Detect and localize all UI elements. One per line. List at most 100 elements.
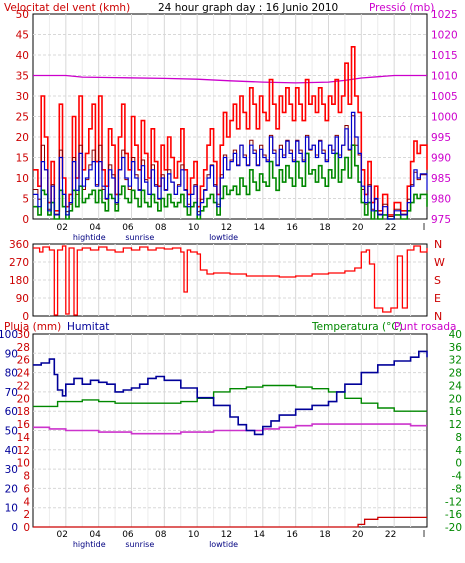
temperature-tick-label: 32 <box>449 355 462 367</box>
x-tick-label: 12 <box>221 530 232 540</box>
x-tick-label: 10 <box>188 530 200 540</box>
humidity-tick-label: 60 <box>5 406 18 418</box>
compass-tick-label: N <box>434 310 442 323</box>
x-tick-label: l <box>423 223 426 233</box>
wind-direction-line <box>33 245 428 316</box>
wind-tick-label: 50 <box>16 9 29 21</box>
humidity-tick-label: 30 <box>5 464 18 476</box>
rain-tick-label: 2 <box>23 509 30 521</box>
x-tick-label: 02 <box>57 223 68 233</box>
humidity-tick-label: 50 <box>5 426 18 438</box>
humidity-tick-label: 0 <box>11 522 18 534</box>
temperature-tick-label: 40 <box>449 329 462 341</box>
temperature-tick-label: 12 <box>449 419 462 431</box>
pressure-tick-label: 985 <box>431 173 451 185</box>
x-tick-label: 18 <box>319 223 331 233</box>
rain-line <box>33 516 427 528</box>
panel-climate: Pluja (mm) Humitat Temperatura (°C) Punt… <box>0 321 462 549</box>
x-tick-label: 10 <box>188 223 200 233</box>
compass-tick-label: S <box>434 274 441 287</box>
x-tick-label: 12 <box>221 223 232 233</box>
temperature-tick-label: -12 <box>445 496 462 508</box>
compass-tick-label: E <box>434 292 441 305</box>
wind-tick-label: 40 <box>16 50 29 62</box>
tide-label: lowtide <box>209 233 238 242</box>
wind-y-ticks: 0 5 10 15 20 25 30 35 40 45 50 <box>16 9 29 226</box>
temperature-tick-label: -8 <box>452 483 462 495</box>
pressure-tick-label: 980 <box>431 194 451 206</box>
x-tick-label: 20 <box>352 530 364 540</box>
wind-green-line <box>33 144 428 220</box>
x-tick-label: 22 <box>385 530 396 540</box>
x-tick-label: 16 <box>286 530 298 540</box>
wind-series <box>33 46 428 220</box>
rain-tick-label: 10 <box>17 458 30 470</box>
pressure-tick-label: 1010 <box>431 71 458 83</box>
direction-tick-label: 180 <box>9 275 29 287</box>
rain-tick-label: 16 <box>17 419 31 431</box>
temperature-tick-label: -4 <box>452 471 463 483</box>
humidity-tick-label: 100 <box>0 329 18 341</box>
humidity-tick-label: 20 <box>5 483 18 495</box>
x-tick-label: 18 <box>319 530 331 540</box>
temperature-tick-label: 36 <box>449 342 463 354</box>
x-tick-label: 08 <box>155 223 167 233</box>
humidity-axis-label: Humitat <box>67 321 109 333</box>
temperature-tick-label: 0 <box>455 458 462 470</box>
rain-tick-label: 18 <box>17 406 30 418</box>
compass-tick-label: W <box>434 256 445 269</box>
x-tick-label: l <box>423 530 426 540</box>
wind-tick-label: 15 <box>16 153 29 165</box>
pressure-y-ticks: 975 980 985 990 995 1000 1005 1010 1015 1020 1025 <box>431 9 458 226</box>
x-tick-label: 04 <box>89 223 101 233</box>
x-tick-label: 16 <box>286 223 298 233</box>
wind-tick-label: 25 <box>16 112 29 124</box>
pressure-tick-label: 1000 <box>431 112 458 124</box>
temperature-tick-label: 8 <box>455 432 462 444</box>
temperature-tick-label: -16 <box>445 509 462 521</box>
wind-average-line <box>33 111 428 220</box>
rain-tick-label: 26 <box>17 355 31 367</box>
tide-label: sunrise <box>125 540 154 549</box>
wind-tick-label: 35 <box>16 71 29 83</box>
rain-tick-label: 4 <box>23 496 30 508</box>
dewpoint-line <box>33 423 427 435</box>
dewpoint-axis-label: Punt rosada <box>394 321 456 333</box>
direction-series <box>33 245 428 316</box>
direction-grid <box>33 244 427 316</box>
rain-tick-label: 0 <box>23 522 30 534</box>
pressure-axis-label: Pressió (mb) <box>369 2 434 14</box>
x-tick-label: 14 <box>254 530 266 540</box>
pressure-line <box>33 74 427 84</box>
rain-tick-label: 8 <box>23 471 30 483</box>
x-tick-label: 14 <box>254 223 266 233</box>
temperature-tick-label: 24 <box>449 380 463 392</box>
temperature-line <box>33 384 427 412</box>
temperature-tick-label: 4 <box>455 445 462 457</box>
x-tick-label: 08 <box>155 530 167 540</box>
wind-tick-label: 0 <box>22 214 29 226</box>
rain-humidity-y-ticks: 0102030405060708090100024681012141618202… <box>0 329 30 534</box>
climate-x-ticks: 02 04 06 08 10 12 14 16 18 20 22 l hightide sunrise lo… <box>57 530 426 549</box>
chart-title: 24 hour graph day : 16 Junio 2010 <box>158 2 338 14</box>
wind-speed-line <box>33 115 428 217</box>
wind-x-ticks: 02 04 06 08 10 12 14 16 18 20 22 l hightide sunrise lo… <box>57 223 426 242</box>
temperature-axis-label: Temperatura (°C) <box>311 321 403 333</box>
humidity-tick-label: 40 <box>5 445 18 457</box>
x-tick-label: 02 <box>57 530 68 540</box>
humidity-tick-label: 10 <box>5 503 18 515</box>
temperature-tick-label: 28 <box>449 368 462 380</box>
direction-tick-label: 0 <box>22 311 29 323</box>
rain-tick-label: 14 <box>17 432 31 444</box>
direction-tick-label: 270 <box>9 257 29 269</box>
wind-axis-label: Velocitat del vent (kmh) <box>4 2 130 14</box>
wind-tick-label: 20 <box>16 132 29 144</box>
x-tick-label: 06 <box>122 223 134 233</box>
rain-axis-label: Pluja (mm) <box>4 321 61 333</box>
temperature-tick-label: 20 <box>449 393 462 405</box>
rain-tick-label: 30 <box>17 329 30 341</box>
temperature-tick-label: -20 <box>445 522 462 534</box>
